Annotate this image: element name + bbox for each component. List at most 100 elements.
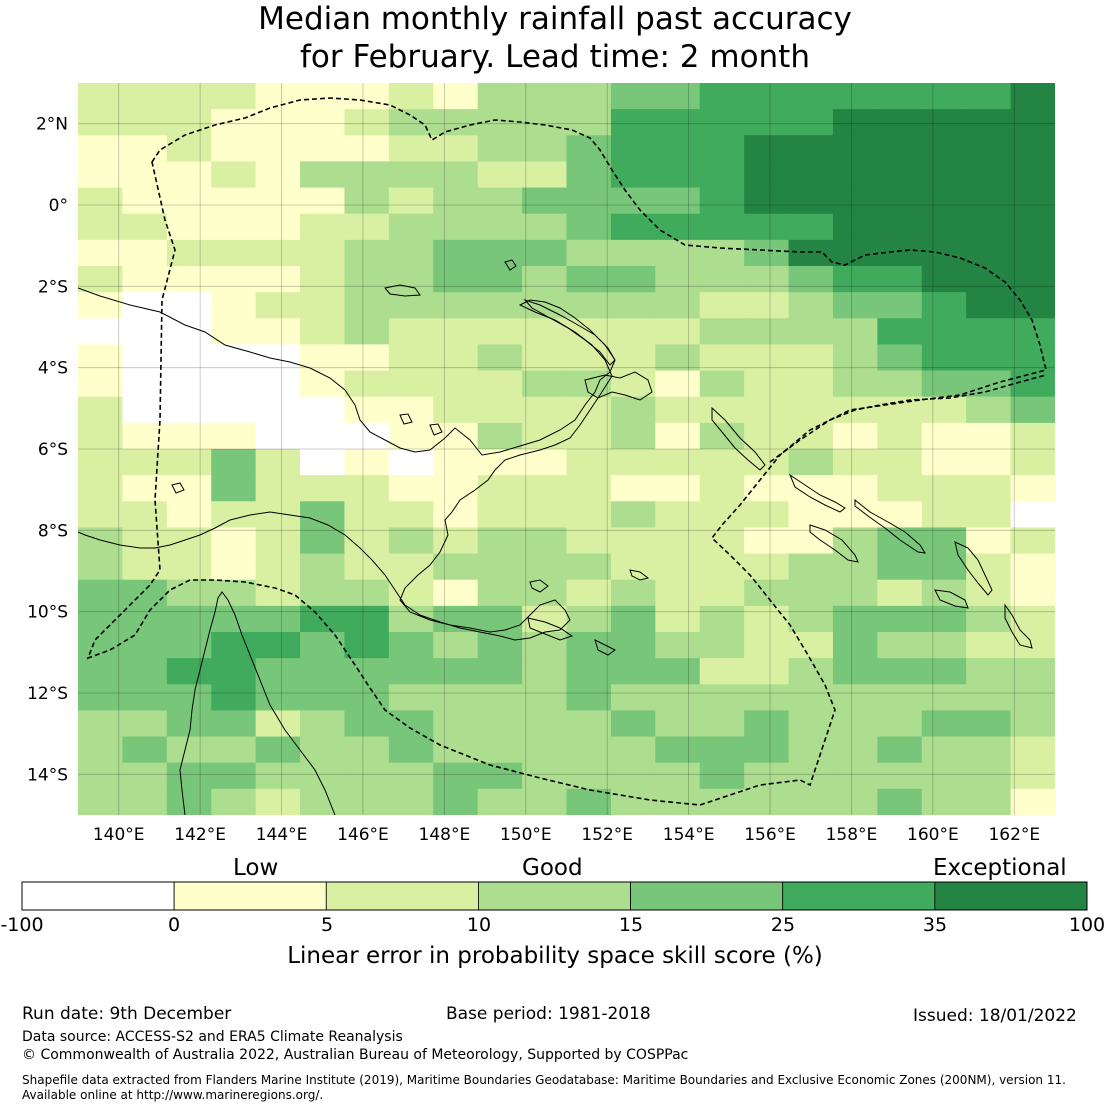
skill-cell <box>877 449 923 476</box>
skill-cell <box>566 161 612 189</box>
skill-cell <box>477 239 523 267</box>
skill-cell <box>300 710 346 738</box>
skill-cell <box>610 788 656 815</box>
skill-cell <box>699 449 745 476</box>
skill-cell <box>966 422 1012 450</box>
skill-cell <box>78 684 124 712</box>
skill-cell <box>877 632 923 659</box>
skill-cell <box>477 370 523 398</box>
copyright: © Commonwealth of Australia 2022, Austra… <box>22 1047 689 1063</box>
skill-cell <box>788 344 834 372</box>
skill-cell <box>433 788 479 815</box>
skill-cell <box>78 83 124 110</box>
skill-cell <box>966 710 1012 738</box>
skill-cell <box>921 318 967 346</box>
skill-cell <box>78 370 124 398</box>
skill-cell <box>788 736 834 764</box>
skill-cell <box>255 553 301 581</box>
skill-cell <box>832 449 878 476</box>
skill-cell <box>566 187 612 215</box>
skill-cell <box>655 318 701 346</box>
skill-cell <box>699 266 745 293</box>
skill-cell <box>966 370 1012 398</box>
skill-cell <box>78 501 124 529</box>
skill-cell <box>744 658 790 685</box>
skill-cell <box>566 109 612 136</box>
skill-cell <box>433 553 479 581</box>
skill-cell <box>211 710 257 738</box>
skill-cell <box>610 213 656 241</box>
lat-tick-label: 0° <box>49 196 68 216</box>
skill-cell <box>300 213 346 241</box>
coastline-d-entrecasteaux <box>527 617 574 641</box>
skill-cell <box>78 605 124 633</box>
skill-cell <box>610 422 656 450</box>
skill-cell <box>300 553 346 581</box>
skill-cell <box>211 605 257 633</box>
skill-cell <box>522 266 568 293</box>
skill-cell <box>255 213 301 241</box>
skill-cell <box>522 83 568 110</box>
skill-cell <box>388 370 434 398</box>
skill-cell <box>122 344 168 372</box>
skill-cell <box>122 318 168 346</box>
skill-cell <box>388 422 434 450</box>
skill-cell <box>699 762 745 790</box>
skill-cell <box>788 266 834 293</box>
skill-cell <box>744 422 790 450</box>
skill-cell <box>566 475 612 502</box>
skill-cell <box>300 527 346 555</box>
skill-cell <box>966 135 1012 163</box>
coastline-solomon-4 <box>954 541 993 596</box>
colorbar-word-exceptional: Exceptional <box>933 855 1067 881</box>
skill-cell <box>122 501 168 529</box>
skill-cell <box>211 292 257 319</box>
title-line-1: Median monthly rainfall past accuracy <box>258 1 852 37</box>
colorbar-frame <box>21 881 1088 911</box>
skill-cell <box>788 605 834 633</box>
skill-cell <box>877 187 923 215</box>
skill-cell <box>921 83 967 110</box>
skill-cell <box>921 475 967 502</box>
skill-cell <box>921 501 967 529</box>
skill-cell <box>166 579 212 607</box>
skill-cell <box>300 501 346 529</box>
skill-cell <box>1010 370 1055 398</box>
skill-cell <box>832 135 878 163</box>
skill-cell <box>655 422 701 450</box>
skill-cell <box>211 501 257 529</box>
skill-cell <box>610 658 656 685</box>
skill-cell <box>788 710 834 738</box>
skill-cell <box>255 605 301 633</box>
skill-cell <box>877 266 923 293</box>
coastlines <box>78 259 1033 815</box>
lon-tick-label: 160°E <box>907 825 959 845</box>
skill-cell <box>699 684 745 712</box>
skill-cell <box>300 318 346 346</box>
skill-cell <box>166 213 212 241</box>
skill-cell <box>433 396 479 424</box>
data-source: Data source: ACCESS-S2 and ERA5 Climate … <box>22 1029 403 1045</box>
colorbar-tick: 5 <box>320 914 334 936</box>
skill-cell <box>78 266 124 293</box>
coastline-new-ireland <box>523 298 616 366</box>
skill-cell <box>921 187 967 215</box>
skill-cell <box>166 344 212 372</box>
skill-cell <box>788 292 834 319</box>
skill-cell <box>610 553 656 581</box>
skill-cell <box>566 213 612 241</box>
skill-cell <box>832 553 878 581</box>
skill-cell <box>699 135 745 163</box>
skill-cell <box>166 370 212 398</box>
skill-cell <box>211 187 257 215</box>
skill-cell <box>1010 762 1055 790</box>
colorbar-word-good: Good <box>522 855 583 881</box>
skill-cell <box>921 292 967 319</box>
skill-cell <box>788 579 834 607</box>
skill-cell <box>477 658 523 685</box>
skill-cell <box>832 344 878 372</box>
coastline-small-2 <box>171 482 185 494</box>
skill-cell <box>788 318 834 346</box>
skill-cell <box>477 501 523 529</box>
skill-cell <box>255 788 301 815</box>
